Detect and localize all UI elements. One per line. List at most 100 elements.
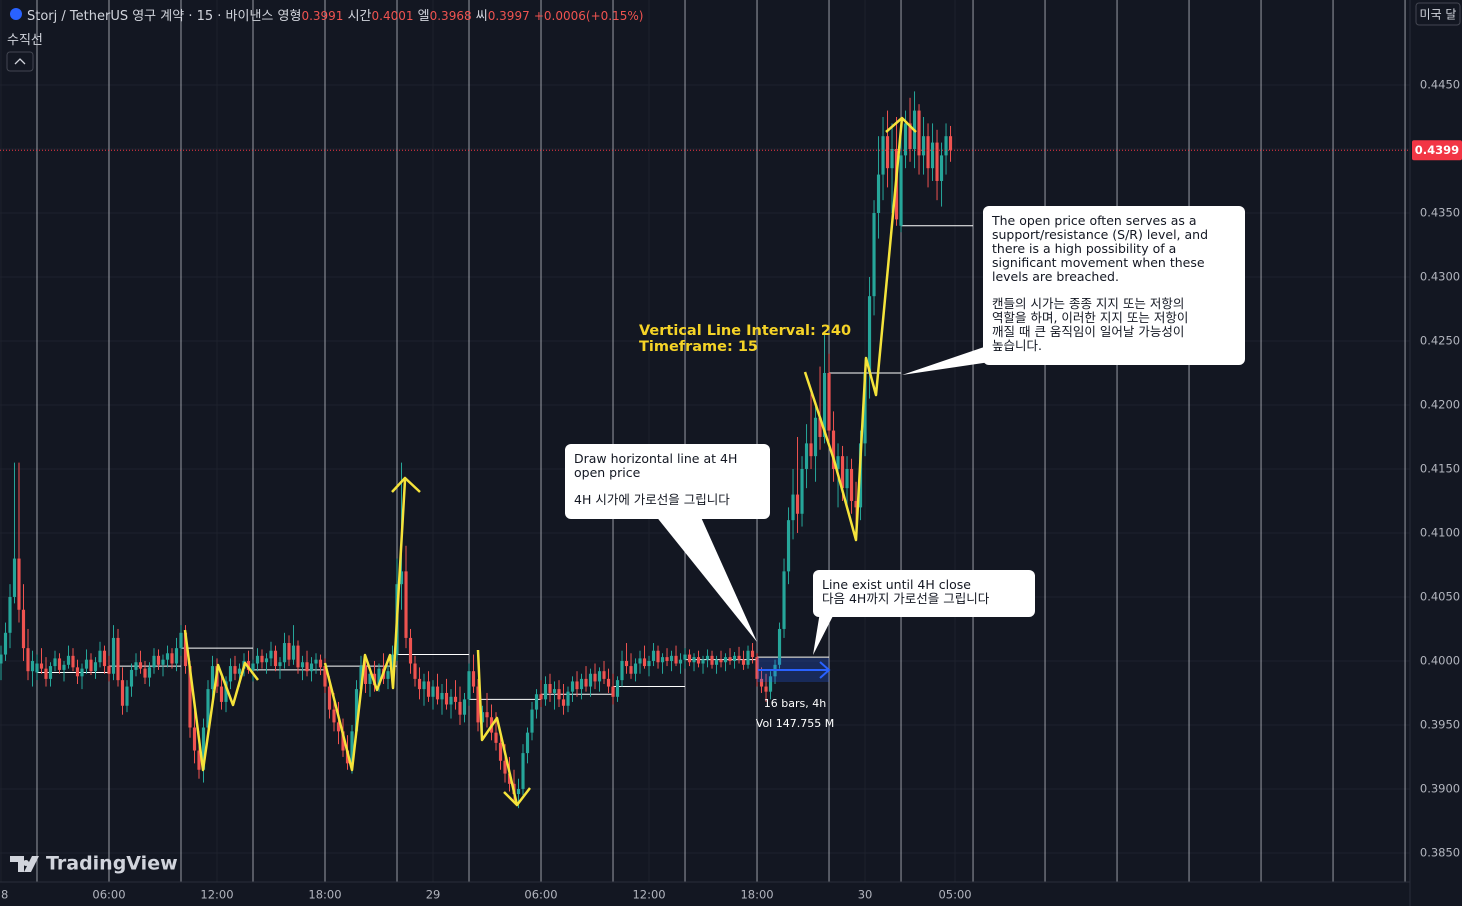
interval-line: Timeframe: 15 <box>639 339 759 355</box>
candle-body <box>408 637 413 664</box>
candle-body <box>611 686 615 697</box>
candle-body <box>836 456 840 469</box>
candle-body <box>728 657 732 661</box>
candle-body <box>750 650 755 658</box>
candle-body <box>417 678 422 690</box>
candle-body <box>188 666 192 728</box>
candle-body <box>53 658 57 667</box>
y-tick-label: 0.3950 <box>1420 717 1460 731</box>
candles <box>0 91 953 809</box>
currency-button[interactable] <box>1415 2 1461 26</box>
candle-body <box>935 142 939 181</box>
callout-line: 다음 4H까지 가로선을 그립니다 <box>822 591 990 606</box>
y-tick-label: 0.4350 <box>1420 205 1460 219</box>
candle-body <box>525 732 530 754</box>
candle-body <box>494 732 498 743</box>
collapse-button[interactable] <box>6 51 34 72</box>
candle-body <box>125 686 129 706</box>
candle-body <box>237 668 242 674</box>
candle-body <box>332 709 336 723</box>
candle-body <box>543 683 548 700</box>
candle-body <box>35 663 39 673</box>
candle-body <box>602 671 606 679</box>
candle-body <box>318 659 323 668</box>
candle-body <box>579 678 584 690</box>
candle-body <box>107 666 111 674</box>
candle-body <box>413 663 417 679</box>
candle-body <box>557 689 561 700</box>
open-label: 영형 <box>277 9 302 24</box>
candle-body <box>179 632 183 649</box>
candle-body <box>534 694 539 710</box>
brand: TradingView <box>46 853 178 875</box>
logo-mark <box>10 856 39 872</box>
candle-body <box>597 671 602 682</box>
candle-body <box>827 372 831 431</box>
candle-body <box>948 136 953 151</box>
candle-body <box>782 571 786 629</box>
candle-body <box>944 136 948 156</box>
y-tick-label: 0.4200 <box>1420 397 1460 411</box>
candle-body <box>17 558 21 610</box>
interval-note: Vertical Line Interval: 240 Timeframe: 15 <box>639 323 851 355</box>
study-name: 수직선 <box>7 33 43 48</box>
candle-body <box>746 650 750 665</box>
candle-body <box>570 681 575 692</box>
candle-body <box>926 136 930 169</box>
candle-body <box>435 686 440 700</box>
candle-body <box>485 712 489 718</box>
candle-body <box>170 653 174 664</box>
candle-body <box>57 658 62 670</box>
candle-body <box>147 667 152 678</box>
callout: Draw horizontal line at 4H open price 4H 시… <box>565 444 770 519</box>
candle-body <box>467 671 471 700</box>
callout-line: 역할을 하며, 이러한 지지 또는 저항이 <box>992 310 1189 325</box>
candle-body <box>206 689 210 728</box>
candle-body <box>8 596 12 633</box>
range-arrow-head <box>819 661 831 679</box>
candle-body <box>561 699 566 706</box>
candle-body <box>606 678 611 687</box>
y-tick-label: 0.4150 <box>1420 461 1460 475</box>
candle-body <box>75 667 80 677</box>
candle-body <box>692 657 696 663</box>
pointer <box>813 612 835 655</box>
candle-body <box>156 655 161 665</box>
pointer <box>655 515 757 642</box>
candle-body <box>314 659 318 664</box>
y-tick-label: 0.4450 <box>1420 77 1460 91</box>
arrow-head <box>885 116 917 133</box>
candle-body <box>656 650 660 663</box>
candle-body <box>723 657 728 663</box>
candle-body <box>849 468 854 501</box>
candle-body <box>548 683 552 693</box>
candle-body <box>921 136 926 156</box>
candle-body <box>44 668 48 679</box>
callout: Line exist until 4H close 다음 4H까지 가로선을 그립… <box>813 570 1035 617</box>
candle-body <box>183 632 188 667</box>
candle-body <box>908 123 912 149</box>
candle-body <box>363 666 368 684</box>
candle-body <box>368 673 372 684</box>
candle-body <box>764 686 768 692</box>
candle-body <box>323 666 327 687</box>
candle-body <box>795 494 800 514</box>
candle-body <box>683 654 687 660</box>
zigzag <box>183 629 259 772</box>
currency: 미국 달 <box>1420 8 1457 22</box>
x-tick-label: 05:00 <box>938 888 971 902</box>
candle-body <box>503 760 507 774</box>
arrow-head <box>503 787 531 807</box>
candle-body <box>102 650 107 667</box>
candle-body <box>768 676 773 692</box>
candle-body <box>845 468 849 489</box>
y-tick-label: 0.3850 <box>1420 845 1460 859</box>
x-tick-label: 12:00 <box>632 888 665 902</box>
callout-line: The open price often serves as a <box>992 213 1197 228</box>
collapse-icon <box>14 58 26 65</box>
range-volume: Vol 147.755 M <box>756 717 834 730</box>
candle-body <box>440 692 444 700</box>
candle-body <box>759 678 764 687</box>
candle-body <box>129 669 134 687</box>
candle-body <box>89 659 93 672</box>
